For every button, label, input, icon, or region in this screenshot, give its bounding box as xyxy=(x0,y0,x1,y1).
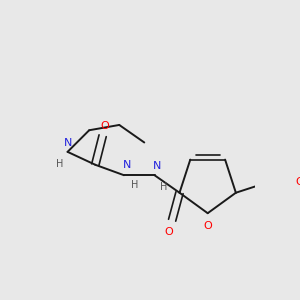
Text: N: N xyxy=(122,160,131,170)
Text: N: N xyxy=(63,138,72,148)
Text: H: H xyxy=(160,182,167,192)
Text: O: O xyxy=(164,227,173,237)
Text: N: N xyxy=(153,160,161,171)
Text: O: O xyxy=(203,220,212,231)
Text: O: O xyxy=(295,177,300,187)
Text: H: H xyxy=(131,180,139,190)
Text: O: O xyxy=(100,121,109,131)
Text: H: H xyxy=(56,159,63,169)
